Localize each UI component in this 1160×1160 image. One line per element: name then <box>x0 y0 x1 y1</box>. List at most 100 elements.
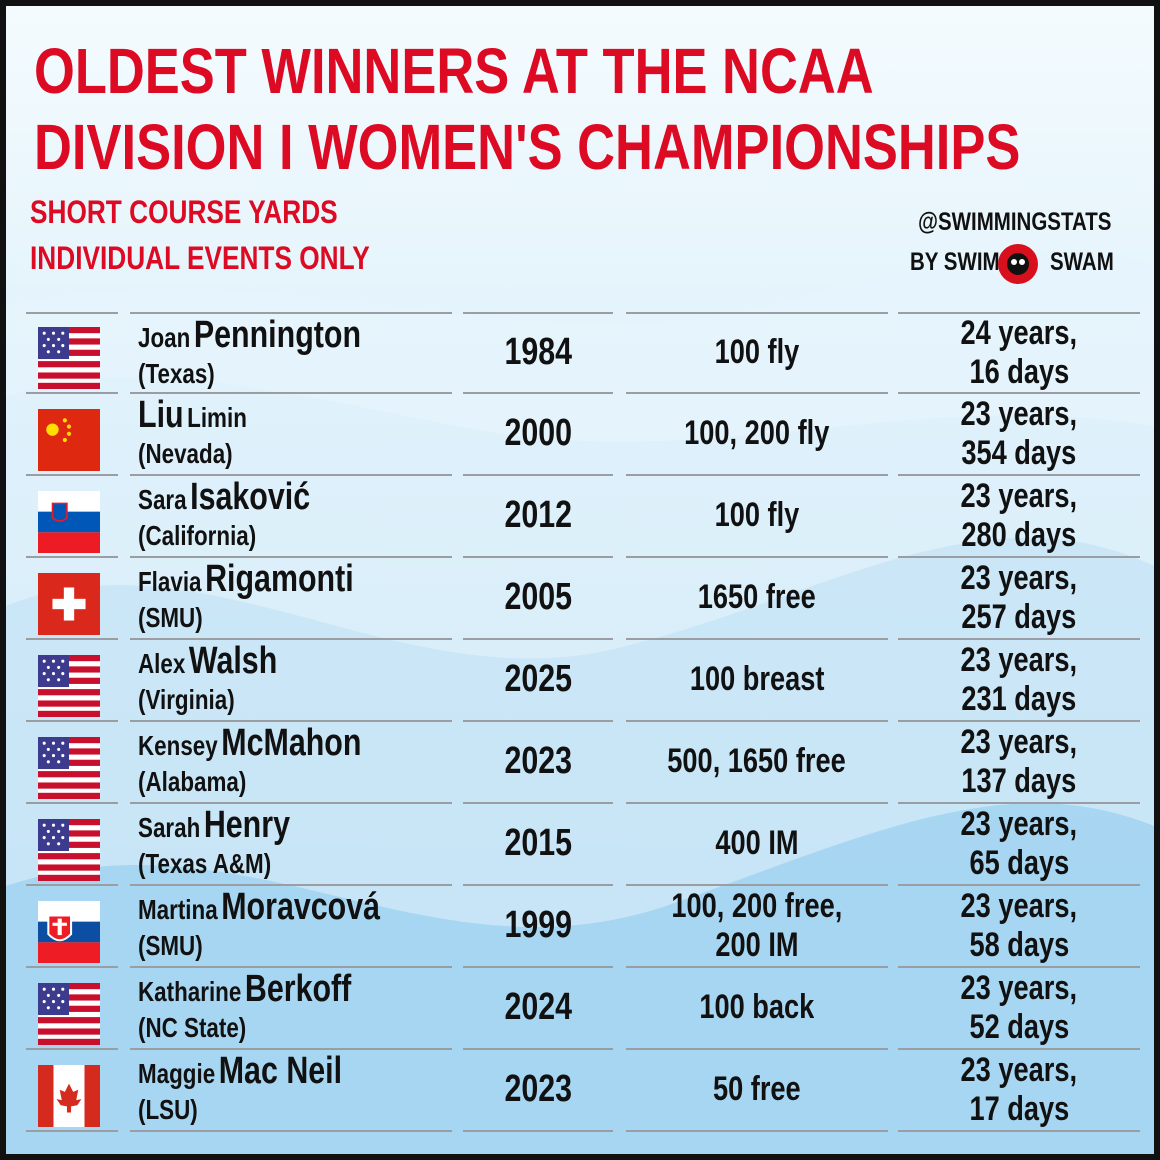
background-waves <box>6 251 1154 1154</box>
flag-cell <box>26 722 118 804</box>
given-name: Alex <box>138 648 186 679</box>
year: 2005 <box>504 576 572 619</box>
event: 100 fly <box>714 496 800 535</box>
name-cell: Kensey McMahon (Alabama) <box>130 722 452 804</box>
flag-cell <box>26 886 118 968</box>
event-cell: 100 fly <box>626 312 888 394</box>
event-cell: 100 fly <box>626 476 888 558</box>
title-line: OLDEST WINNERS AT THE NCAA <box>34 35 874 107</box>
age-cell: 23 years, 65 days <box>898 804 1140 886</box>
age: 354 days <box>961 434 1077 472</box>
age: 23 years, <box>960 476 1078 515</box>
year: 2024 <box>504 986 572 1029</box>
event: 200 IM <box>715 926 799 964</box>
given-name: Limin <box>187 402 247 433</box>
year-cell: 2025 <box>463 640 613 722</box>
name-line: Kensey McMahon <box>138 722 361 765</box>
event-cell: 100, 200 free, 200 IM <box>626 886 888 968</box>
surname: Isaković <box>190 476 311 518</box>
year-cell: 2023 <box>463 722 613 804</box>
flag-cell <box>26 804 118 886</box>
name-line: Katharine Berkoff <box>138 968 351 1011</box>
flag <box>38 983 100 1045</box>
school: (LSU) <box>138 1094 198 1125</box>
year: 2023 <box>504 1068 572 1111</box>
event-cell: 100 back <box>626 968 888 1050</box>
age-cell: 23 years, 280 days <box>898 476 1140 558</box>
event: 500, 1650 free <box>667 742 847 781</box>
school: (Alabama) <box>138 766 247 797</box>
credit-by: BY SWIM <box>910 248 1000 276</box>
given-name: Flavia <box>138 566 202 597</box>
age: 257 days <box>961 598 1077 636</box>
flag-cell <box>26 312 118 394</box>
surname: Moravcová <box>221 886 381 928</box>
name-line: Liu Limin <box>138 394 247 437</box>
age-cell: 24 years, 16 days <box>898 312 1140 394</box>
surname: Rigamonti <box>205 558 354 600</box>
age: 16 days <box>969 353 1069 391</box>
year: 2000 <box>504 412 572 455</box>
school: (SMU) <box>138 930 203 961</box>
flag <box>38 327 100 389</box>
year: 1984 <box>504 331 572 374</box>
name-cell: Katharine Berkoff (NC State) <box>130 968 452 1050</box>
given-name: Sarah <box>138 812 201 843</box>
name-cell: Maggie Mac Neil (LSU) <box>130 1050 452 1132</box>
age-cell: 23 years, 354 days <box>898 394 1140 476</box>
age: 17 days <box>969 1090 1069 1128</box>
event: 100, 200 free, <box>671 886 843 925</box>
flag-cell <box>26 1050 118 1132</box>
event: 400 IM <box>715 824 799 863</box>
flag-cell <box>26 968 118 1050</box>
given-name: Sara <box>138 484 187 515</box>
age: 280 days <box>961 516 1077 554</box>
age: 231 days <box>961 680 1077 718</box>
name-cell: Flavia Rigamonti (SMU) <box>130 558 452 640</box>
flag <box>38 655 100 717</box>
event-cell: 100 breast <box>626 640 888 722</box>
age: 52 days <box>969 1008 1069 1046</box>
surname: Walsh <box>188 640 278 682</box>
age: 23 years, <box>960 640 1078 679</box>
age: 65 days <box>969 844 1069 882</box>
year: 1999 <box>504 904 572 947</box>
year: 2012 <box>504 494 572 537</box>
name-cell: Martina Moravcová (SMU) <box>130 886 452 968</box>
age: 23 years, <box>960 968 1078 1007</box>
school: (California) <box>138 520 257 551</box>
event: 100 fly <box>714 333 800 372</box>
year-cell: 2012 <box>463 476 613 558</box>
name-line: Maggie Mac Neil <box>138 1050 342 1093</box>
event-cell: 500, 1650 free <box>626 722 888 804</box>
school: (SMU) <box>138 602 203 633</box>
name-line: Martina Moravcová <box>138 886 380 929</box>
year-cell: 2000 <box>463 394 613 476</box>
year: 2023 <box>504 740 572 783</box>
event-cell: 50 free <box>626 1050 888 1132</box>
swimswam-logo <box>998 244 1038 284</box>
name-line: Joan Pennington <box>138 314 361 357</box>
school: (Texas) <box>138 358 215 389</box>
flag-cell <box>26 640 118 722</box>
school: (Texas A&M) <box>138 848 272 879</box>
surname: Mac Neil <box>218 1050 343 1092</box>
given-name: Maggie <box>138 1058 216 1089</box>
flag <box>38 1065 100 1127</box>
subtitle-line: INDIVIDUAL EVENTS ONLY <box>30 240 370 276</box>
age-cell: 23 years, 58 days <box>898 886 1140 968</box>
event-cell: 400 IM <box>626 804 888 886</box>
age: 23 years, <box>960 722 1078 761</box>
name-line: Sara Isaković <box>138 476 310 519</box>
year: 2025 <box>504 658 572 701</box>
age: 23 years, <box>960 1050 1078 1089</box>
age: 58 days <box>969 926 1069 964</box>
age: 23 years, <box>960 394 1078 433</box>
given-name: Joan <box>138 322 191 353</box>
event-cell: 100, 200 fly <box>626 394 888 476</box>
age-cell: 23 years, 52 days <box>898 968 1140 1050</box>
given-name: Martina <box>138 894 218 925</box>
age: 137 days <box>961 762 1077 800</box>
age: 23 years, <box>960 558 1078 597</box>
